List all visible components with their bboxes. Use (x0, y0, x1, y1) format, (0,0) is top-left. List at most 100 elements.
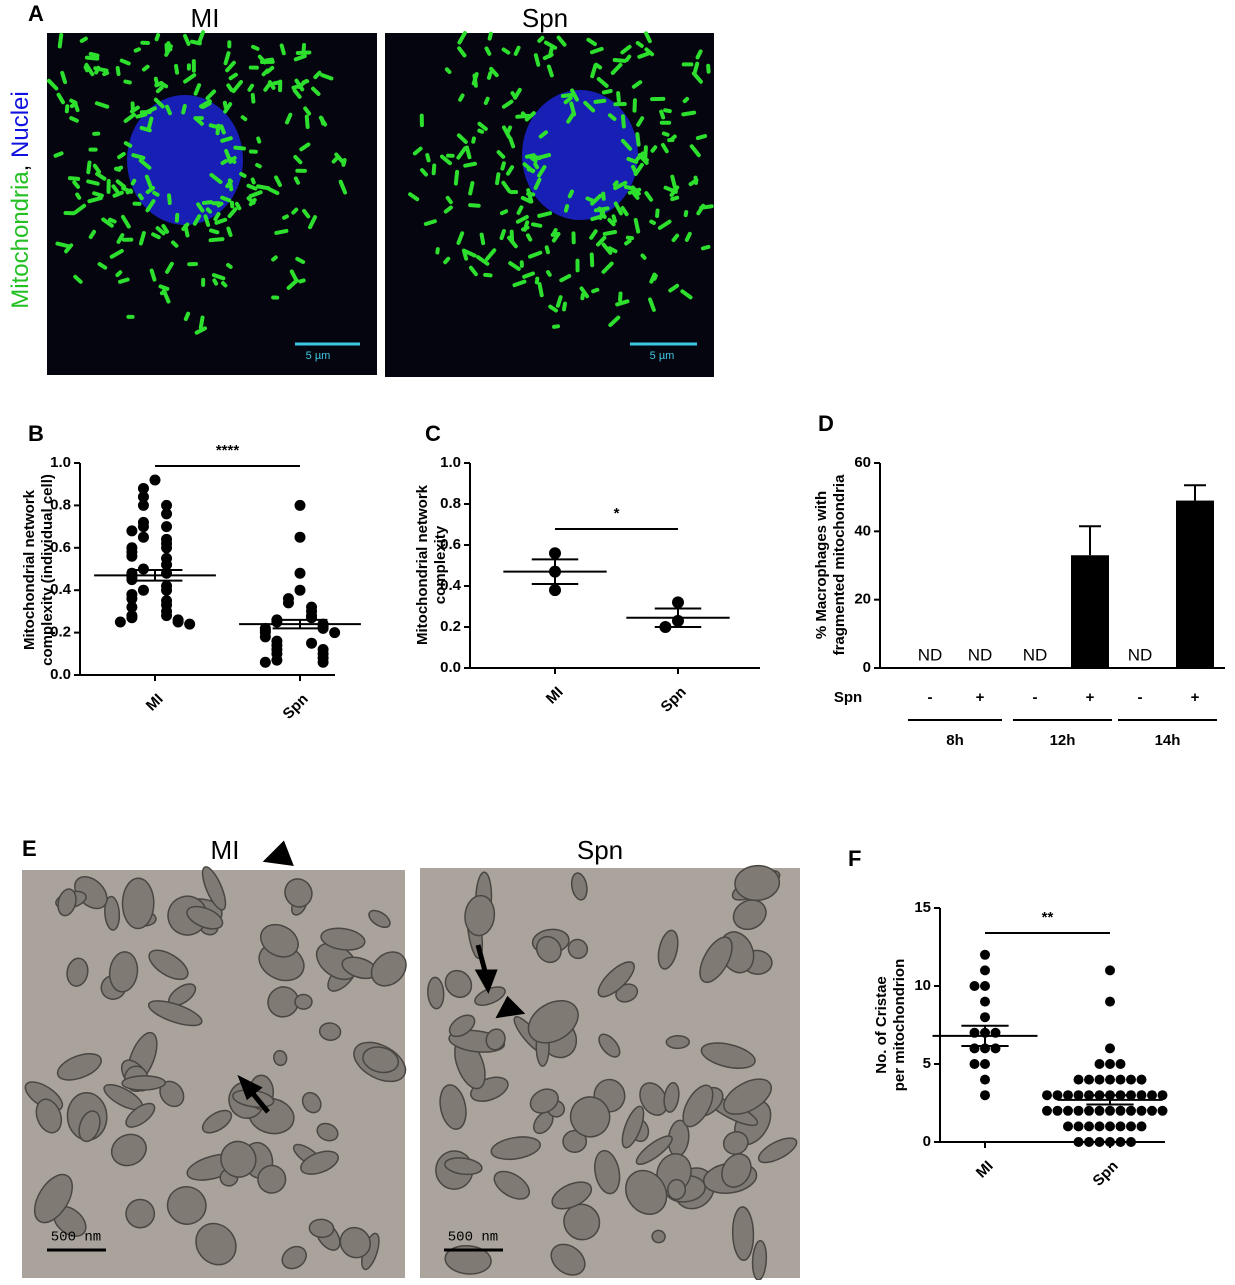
y-tick-label: 1.0 (50, 454, 71, 471)
data-point (1074, 1075, 1084, 1085)
mitochondrion (655, 276, 656, 279)
mitochondrion (125, 82, 129, 83)
panel-letter: E (22, 836, 37, 861)
data-point (1042, 1106, 1052, 1116)
mitochondrion (563, 95, 574, 96)
data-point (1095, 1059, 1105, 1069)
group-label: 14h (1155, 732, 1181, 749)
mitochondrion (253, 95, 254, 102)
mitochondrion (144, 67, 148, 70)
mitochondrion (57, 244, 67, 246)
data-point (1116, 1075, 1126, 1085)
mitochondrion (636, 220, 638, 232)
y-axis-label: No. of Cristae (873, 976, 890, 1074)
data-point (126, 525, 137, 536)
mitochondrion (426, 221, 435, 224)
data-point (1084, 1106, 1094, 1116)
data-point (295, 500, 306, 511)
mitochondrion (479, 131, 482, 132)
mitochondrion (158, 88, 162, 91)
y-tick-label: 1.0 (440, 454, 461, 471)
mitochondrion (486, 99, 488, 103)
data-point (970, 1059, 980, 1069)
data-point (1105, 1121, 1115, 1131)
value-label: ND (1023, 645, 1048, 664)
data-point (970, 981, 980, 991)
data-point (1137, 1121, 1147, 1131)
mitochondrion (241, 174, 244, 176)
mitochondrion (554, 326, 558, 327)
data-point (260, 631, 271, 642)
data-point (161, 542, 172, 553)
data-point (980, 950, 990, 960)
data-point (295, 585, 306, 596)
mitochondrion (70, 178, 78, 179)
scale-label: 5 µm (650, 350, 675, 362)
mitochondrion (698, 136, 705, 138)
mitochondrion (211, 239, 223, 240)
mitochondrion (211, 230, 217, 232)
mitochondrion (482, 235, 484, 243)
data-point (1063, 1106, 1073, 1116)
mitochondrion (62, 73, 65, 82)
organelle (666, 1036, 689, 1049)
x-tick-label: + (1191, 689, 1200, 706)
mitochondrion (167, 107, 170, 114)
x-tick-label: - (1033, 689, 1038, 706)
data-point (980, 1059, 990, 1069)
organelle (122, 1075, 165, 1090)
mitochondrion (284, 216, 287, 217)
mitochondrion (249, 86, 252, 90)
significance-label: **** (216, 442, 240, 459)
mitochondrion (266, 60, 272, 61)
data-point (1126, 1137, 1136, 1147)
mitochondrion (510, 138, 513, 146)
panel-title: MI (191, 3, 220, 33)
mitochondrion (230, 180, 231, 189)
data-point (980, 965, 990, 975)
mitochondrion (294, 87, 297, 88)
mitochondrion (88, 181, 97, 183)
mitochondrion (169, 195, 170, 203)
mitochondrion (157, 35, 158, 39)
mitochondrion (610, 248, 616, 251)
mitochondrion (445, 259, 448, 263)
y-tick-label: 0 (863, 659, 871, 676)
significance-label: ** (1042, 909, 1054, 926)
y-tick-label: 20 (854, 591, 871, 608)
data-point (1158, 1090, 1168, 1100)
data-point (1105, 965, 1115, 975)
data-point (1084, 1075, 1094, 1085)
mitochondrion (519, 207, 522, 212)
mitochondrion (672, 198, 677, 199)
panel-title: Spn (522, 3, 568, 33)
data-point (161, 610, 172, 621)
data-point (318, 657, 329, 668)
mitochondrion (208, 209, 210, 211)
mitochondrion (235, 148, 244, 149)
row-label: Spn (834, 689, 862, 706)
mitochondrion (120, 280, 128, 282)
mitochondrion (651, 222, 654, 223)
mitochondrion (82, 39, 86, 41)
mitochondrion (626, 241, 630, 243)
y-axis-label: per mitochondrion (891, 959, 908, 1092)
stain-mito: Mitochondria (7, 171, 34, 309)
mitochondrion (533, 224, 540, 225)
mitochondrion (618, 93, 619, 101)
mitochondrion (603, 194, 604, 199)
y-tick-label: 0 (923, 1133, 931, 1150)
mitochondrion (117, 272, 120, 275)
mitochondrion (228, 265, 231, 267)
data-point (1158, 1106, 1168, 1116)
mitochondrion (672, 177, 675, 188)
y-tick-label: 0.4 (440, 577, 462, 594)
mitochondrion (470, 205, 479, 206)
mitochondrion (222, 138, 231, 141)
data-point (138, 500, 149, 511)
value-label: ND (968, 645, 993, 664)
mitochondrion (334, 159, 336, 161)
electron-micrograph (420, 864, 800, 1280)
data-point (1105, 997, 1115, 1007)
